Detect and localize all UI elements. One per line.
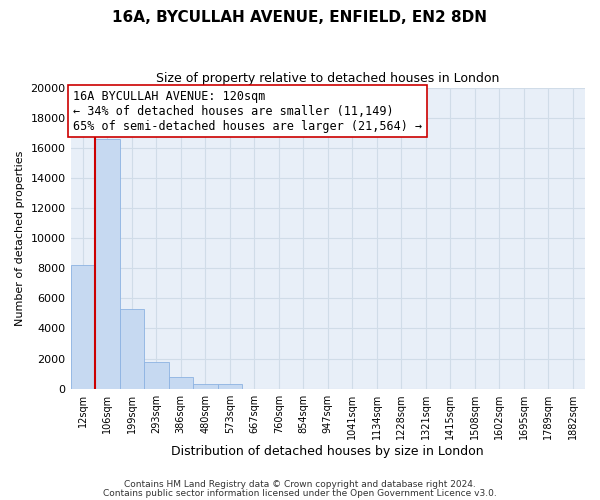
Title: Size of property relative to detached houses in London: Size of property relative to detached ho… [156,72,499,86]
Bar [95,139,119,388]
Text: 16A, BYCULLAH AVENUE, ENFIELD, EN2 8DN: 16A, BYCULLAH AVENUE, ENFIELD, EN2 8DN [113,10,487,25]
Text: Contains public sector information licensed under the Open Government Licence v3: Contains public sector information licen… [103,488,497,498]
Bar [71,266,95,388]
Text: 16A BYCULLAH AVENUE: 120sqm
← 34% of detached houses are smaller (11,149)
65% of: 16A BYCULLAH AVENUE: 120sqm ← 34% of det… [73,90,422,132]
Bar [119,309,144,388]
Text: Contains HM Land Registry data © Crown copyright and database right 2024.: Contains HM Land Registry data © Crown c… [124,480,476,489]
Y-axis label: Number of detached properties: Number of detached properties [15,150,25,326]
Bar [193,384,218,388]
Bar [169,376,193,388]
Bar [218,384,242,388]
X-axis label: Distribution of detached houses by size in London: Distribution of detached houses by size … [172,444,484,458]
Bar [144,362,169,388]
